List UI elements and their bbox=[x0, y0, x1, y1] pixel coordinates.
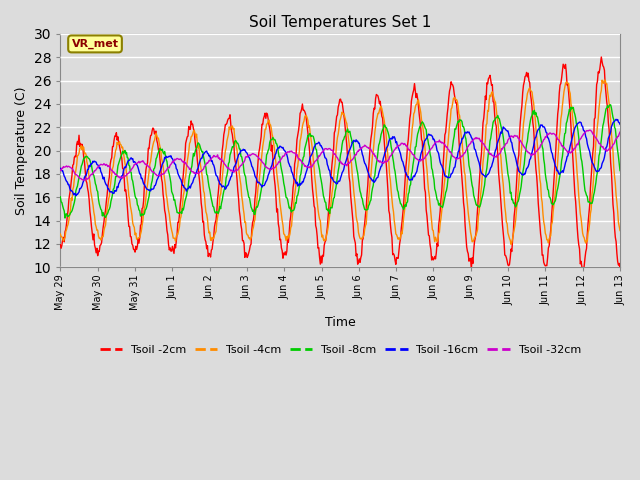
Y-axis label: Soil Temperature (C): Soil Temperature (C) bbox=[15, 86, 28, 215]
Text: VR_met: VR_met bbox=[72, 39, 118, 49]
X-axis label: Time: Time bbox=[324, 315, 356, 329]
Title: Soil Temperatures Set 1: Soil Temperatures Set 1 bbox=[249, 15, 431, 30]
Legend: Tsoil -2cm, Tsoil -4cm, Tsoil -8cm, Tsoil -16cm, Tsoil -32cm: Tsoil -2cm, Tsoil -4cm, Tsoil -8cm, Tsoi… bbox=[95, 341, 585, 360]
